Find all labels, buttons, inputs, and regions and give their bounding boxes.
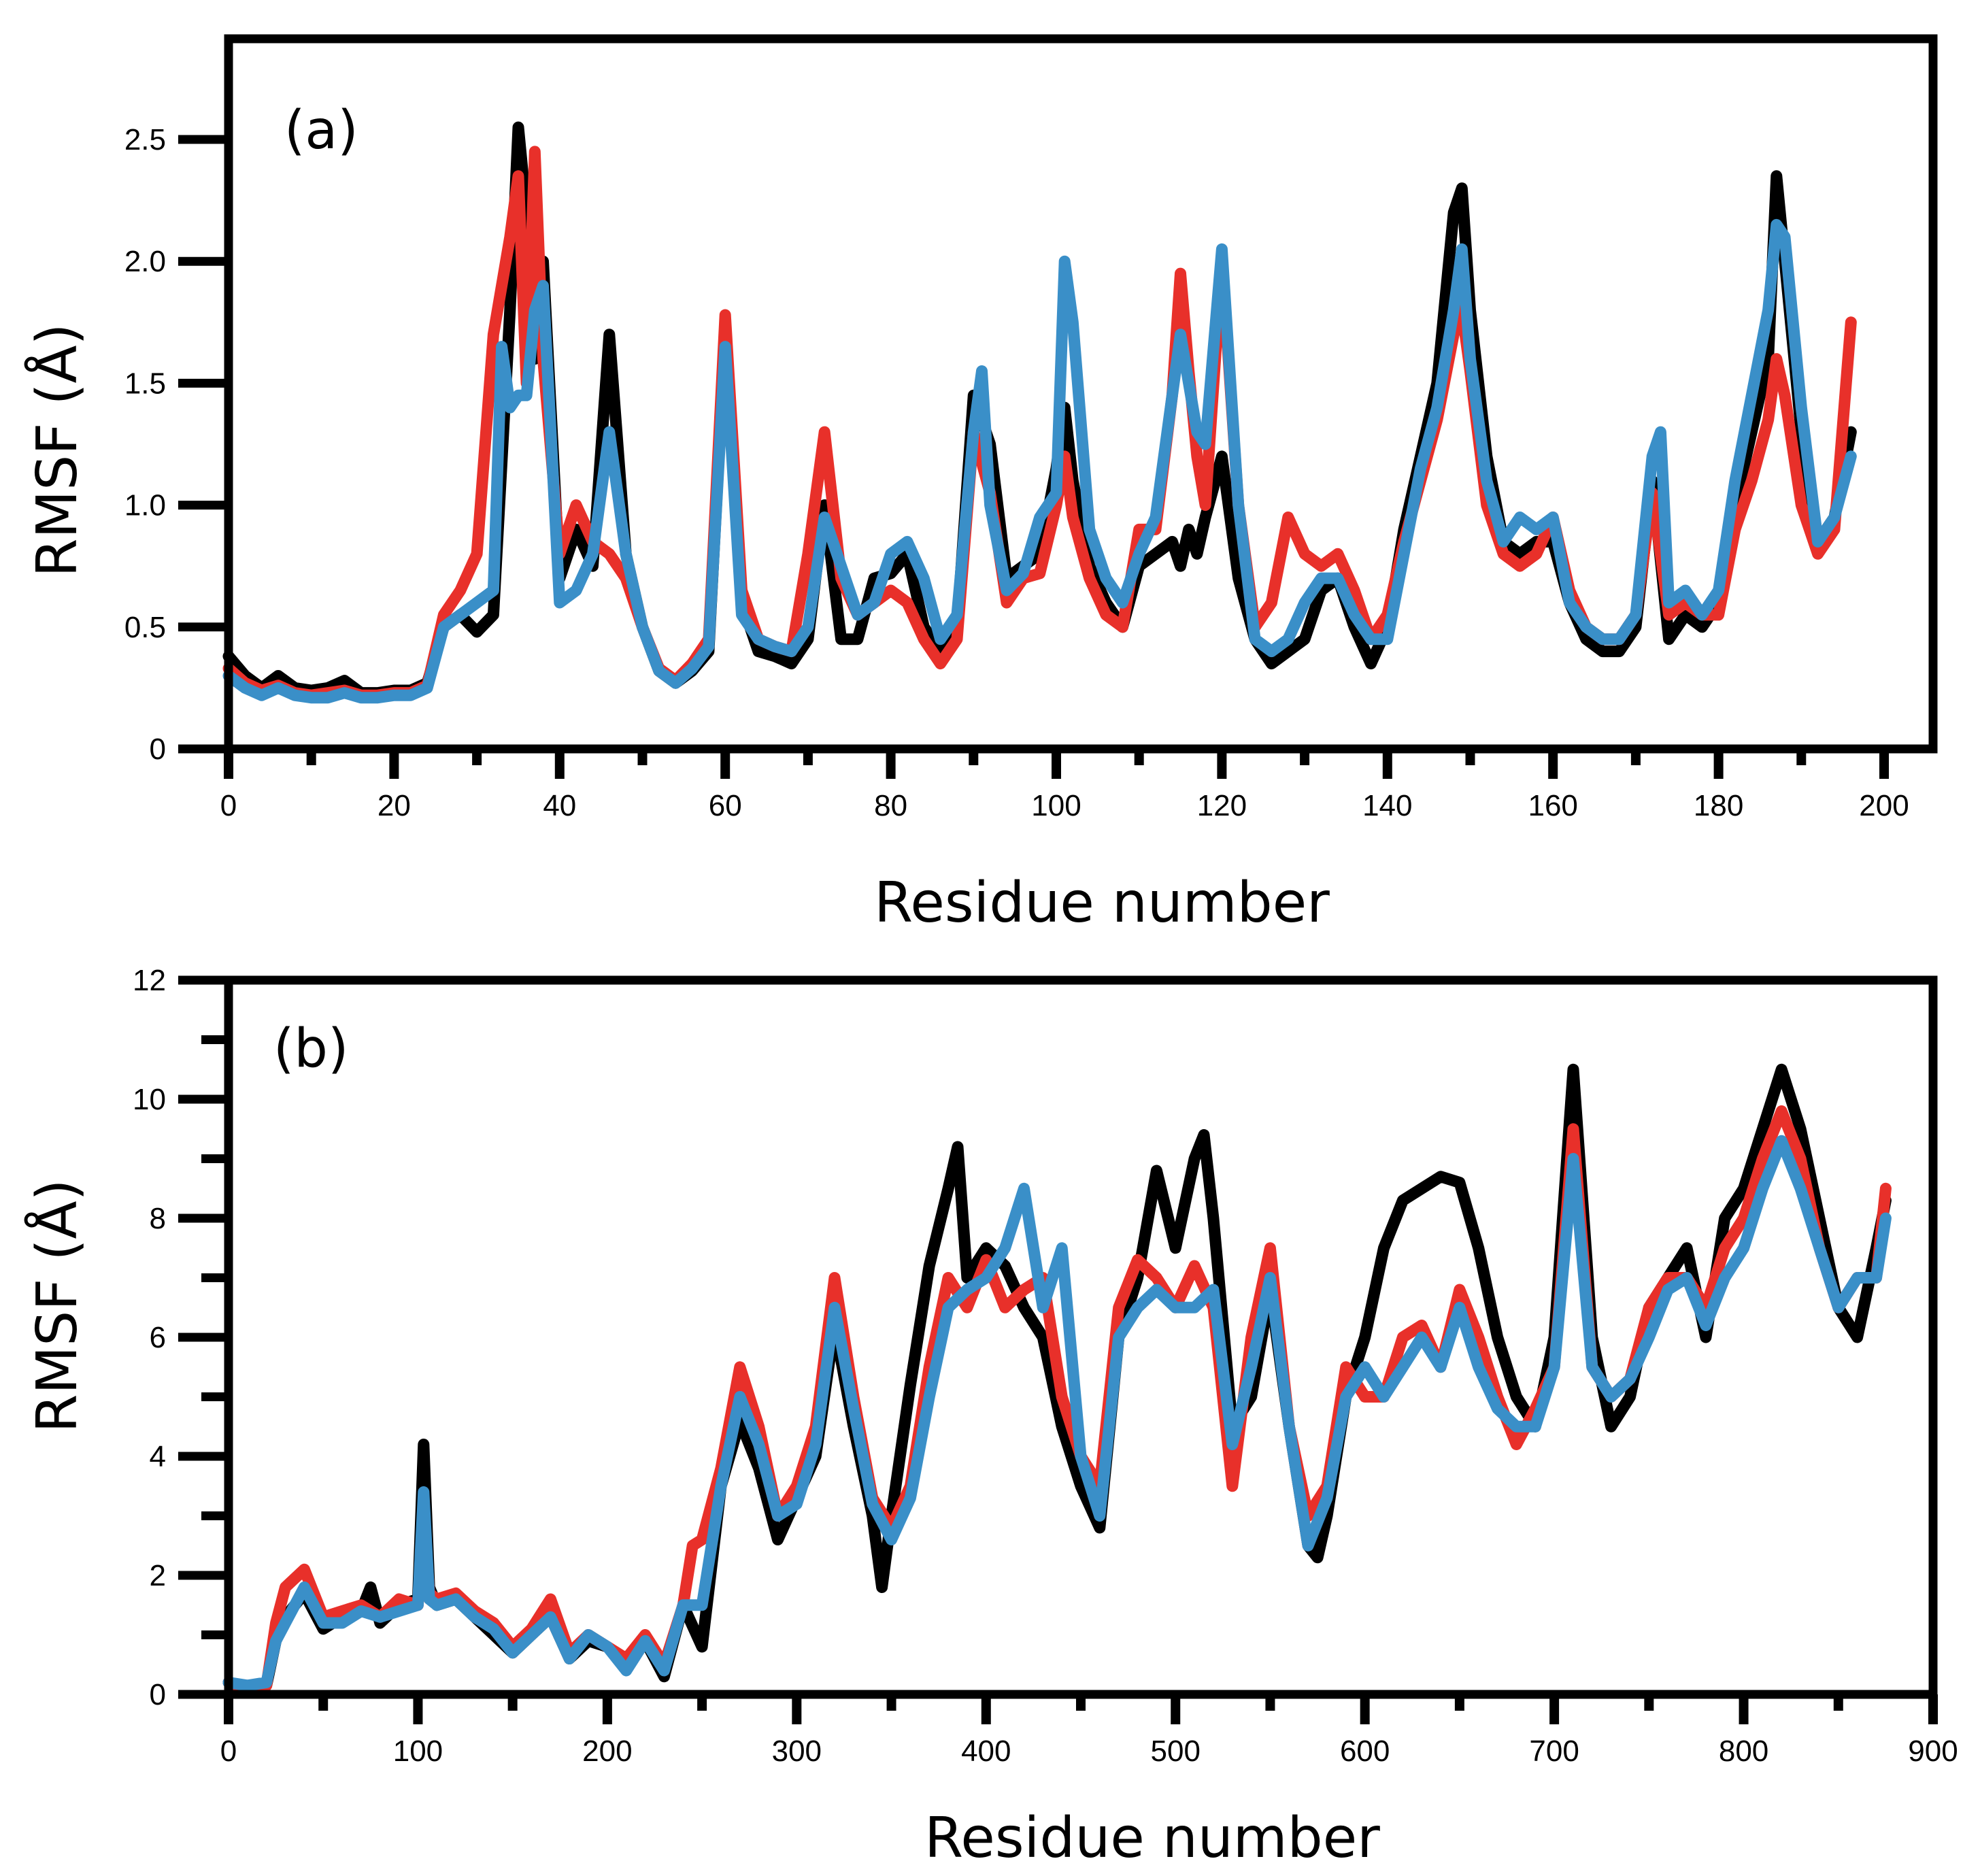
panel-a-xtick-label: 40 xyxy=(543,789,576,822)
panel-b-xtick-label: 600 xyxy=(1340,1735,1390,1768)
panel-b-ytick-label: 0 xyxy=(150,1678,166,1711)
panel-b-xtick-label: 100 xyxy=(393,1735,443,1768)
panel-b-xtick-label: 0 xyxy=(220,1735,237,1768)
panel-a-xtick-label: 0 xyxy=(220,789,237,822)
panel-a-series xyxy=(222,121,1857,704)
panel-b-xtick-label: 500 xyxy=(1151,1735,1201,1768)
panel-a-ytick-label: 2.5 xyxy=(124,123,166,156)
panel-a-series-blue xyxy=(222,218,1857,704)
panel-b-series-blue xyxy=(222,1135,1892,1692)
panel-b-xtick-label: 900 xyxy=(1908,1735,1958,1768)
panel-a-ytick-label: 0 xyxy=(150,733,166,766)
panel-a-xtick-label: 80 xyxy=(874,789,907,822)
panel-b-ytick-label: 8 xyxy=(150,1202,166,1235)
panel-a-xtick-label: 120 xyxy=(1197,789,1247,822)
panel-b-xtick-label: 400 xyxy=(961,1735,1011,1768)
panel-b-ytick-label: 12 xyxy=(133,964,166,997)
panel-b-xtick-label: 800 xyxy=(1719,1735,1768,1768)
panel-b-xtick-label: 300 xyxy=(772,1735,822,1768)
panel-b-ylabel: RMSF (Å) xyxy=(24,1179,90,1433)
panel-b-xtick-label: 700 xyxy=(1529,1735,1579,1768)
panel-b: 0 100 200 300 400 500 600 700 800 900 0 2 4 6 8 10 12 (b… xyxy=(24,964,1958,1871)
panel-b-ytick-label: 6 xyxy=(150,1321,166,1354)
panel-a-ytick-label: 0.5 xyxy=(124,611,166,644)
panel-b-tick-labels: 0 100 200 300 400 500 600 700 800 900 0 2 4 6 8 10 12 xyxy=(133,964,1958,1768)
panel-b-xlabel: Residue number xyxy=(924,1806,1380,1871)
panel-b-ytick-label: 4 xyxy=(150,1440,166,1473)
panel-a-ytick-label: 2.0 xyxy=(124,245,166,278)
panel-b-series xyxy=(222,1063,1892,1694)
panel-a-frame xyxy=(224,34,1938,754)
panel-b-ytick-label: 2 xyxy=(150,1559,166,1592)
panel-a-xtick-label: 140 xyxy=(1362,789,1412,822)
panel-b-ticks xyxy=(178,975,1938,1724)
panel-b-ytick-label: 10 xyxy=(133,1083,166,1116)
panel-a-ytick-label: 1.5 xyxy=(124,367,166,400)
panel-a-tick-labels: 0 20 40 60 80 100 120 140 160 180 200 0 0.5 1.0 1.5 2.0… xyxy=(124,123,1909,822)
panel-a-xtick-label: 20 xyxy=(377,789,411,822)
panel-a-ticks xyxy=(178,135,1889,779)
panel-a-ytick-label: 1.0 xyxy=(124,489,166,522)
panel-a-ylabel: RMSF (Å) xyxy=(24,323,90,577)
panel-a-xtick-label: 200 xyxy=(1859,789,1909,822)
panel-a-xtick-label: 160 xyxy=(1528,789,1577,822)
panel-a-xtick-label: 100 xyxy=(1031,789,1081,822)
panel-a-xtick-label: 60 xyxy=(709,789,742,822)
panel-a-xtick-label: 180 xyxy=(1694,789,1743,822)
panel-a: 0 20 40 60 80 100 120 140 160 180 200 0 0.5 1.0 1.5 2.0… xyxy=(24,34,1938,935)
panel-b-xtick-label: 200 xyxy=(582,1735,632,1768)
panel-b-label: (b) xyxy=(273,1018,348,1079)
panel-a-label: (a) xyxy=(284,100,358,161)
panel-a-xlabel: Residue number xyxy=(874,871,1330,935)
